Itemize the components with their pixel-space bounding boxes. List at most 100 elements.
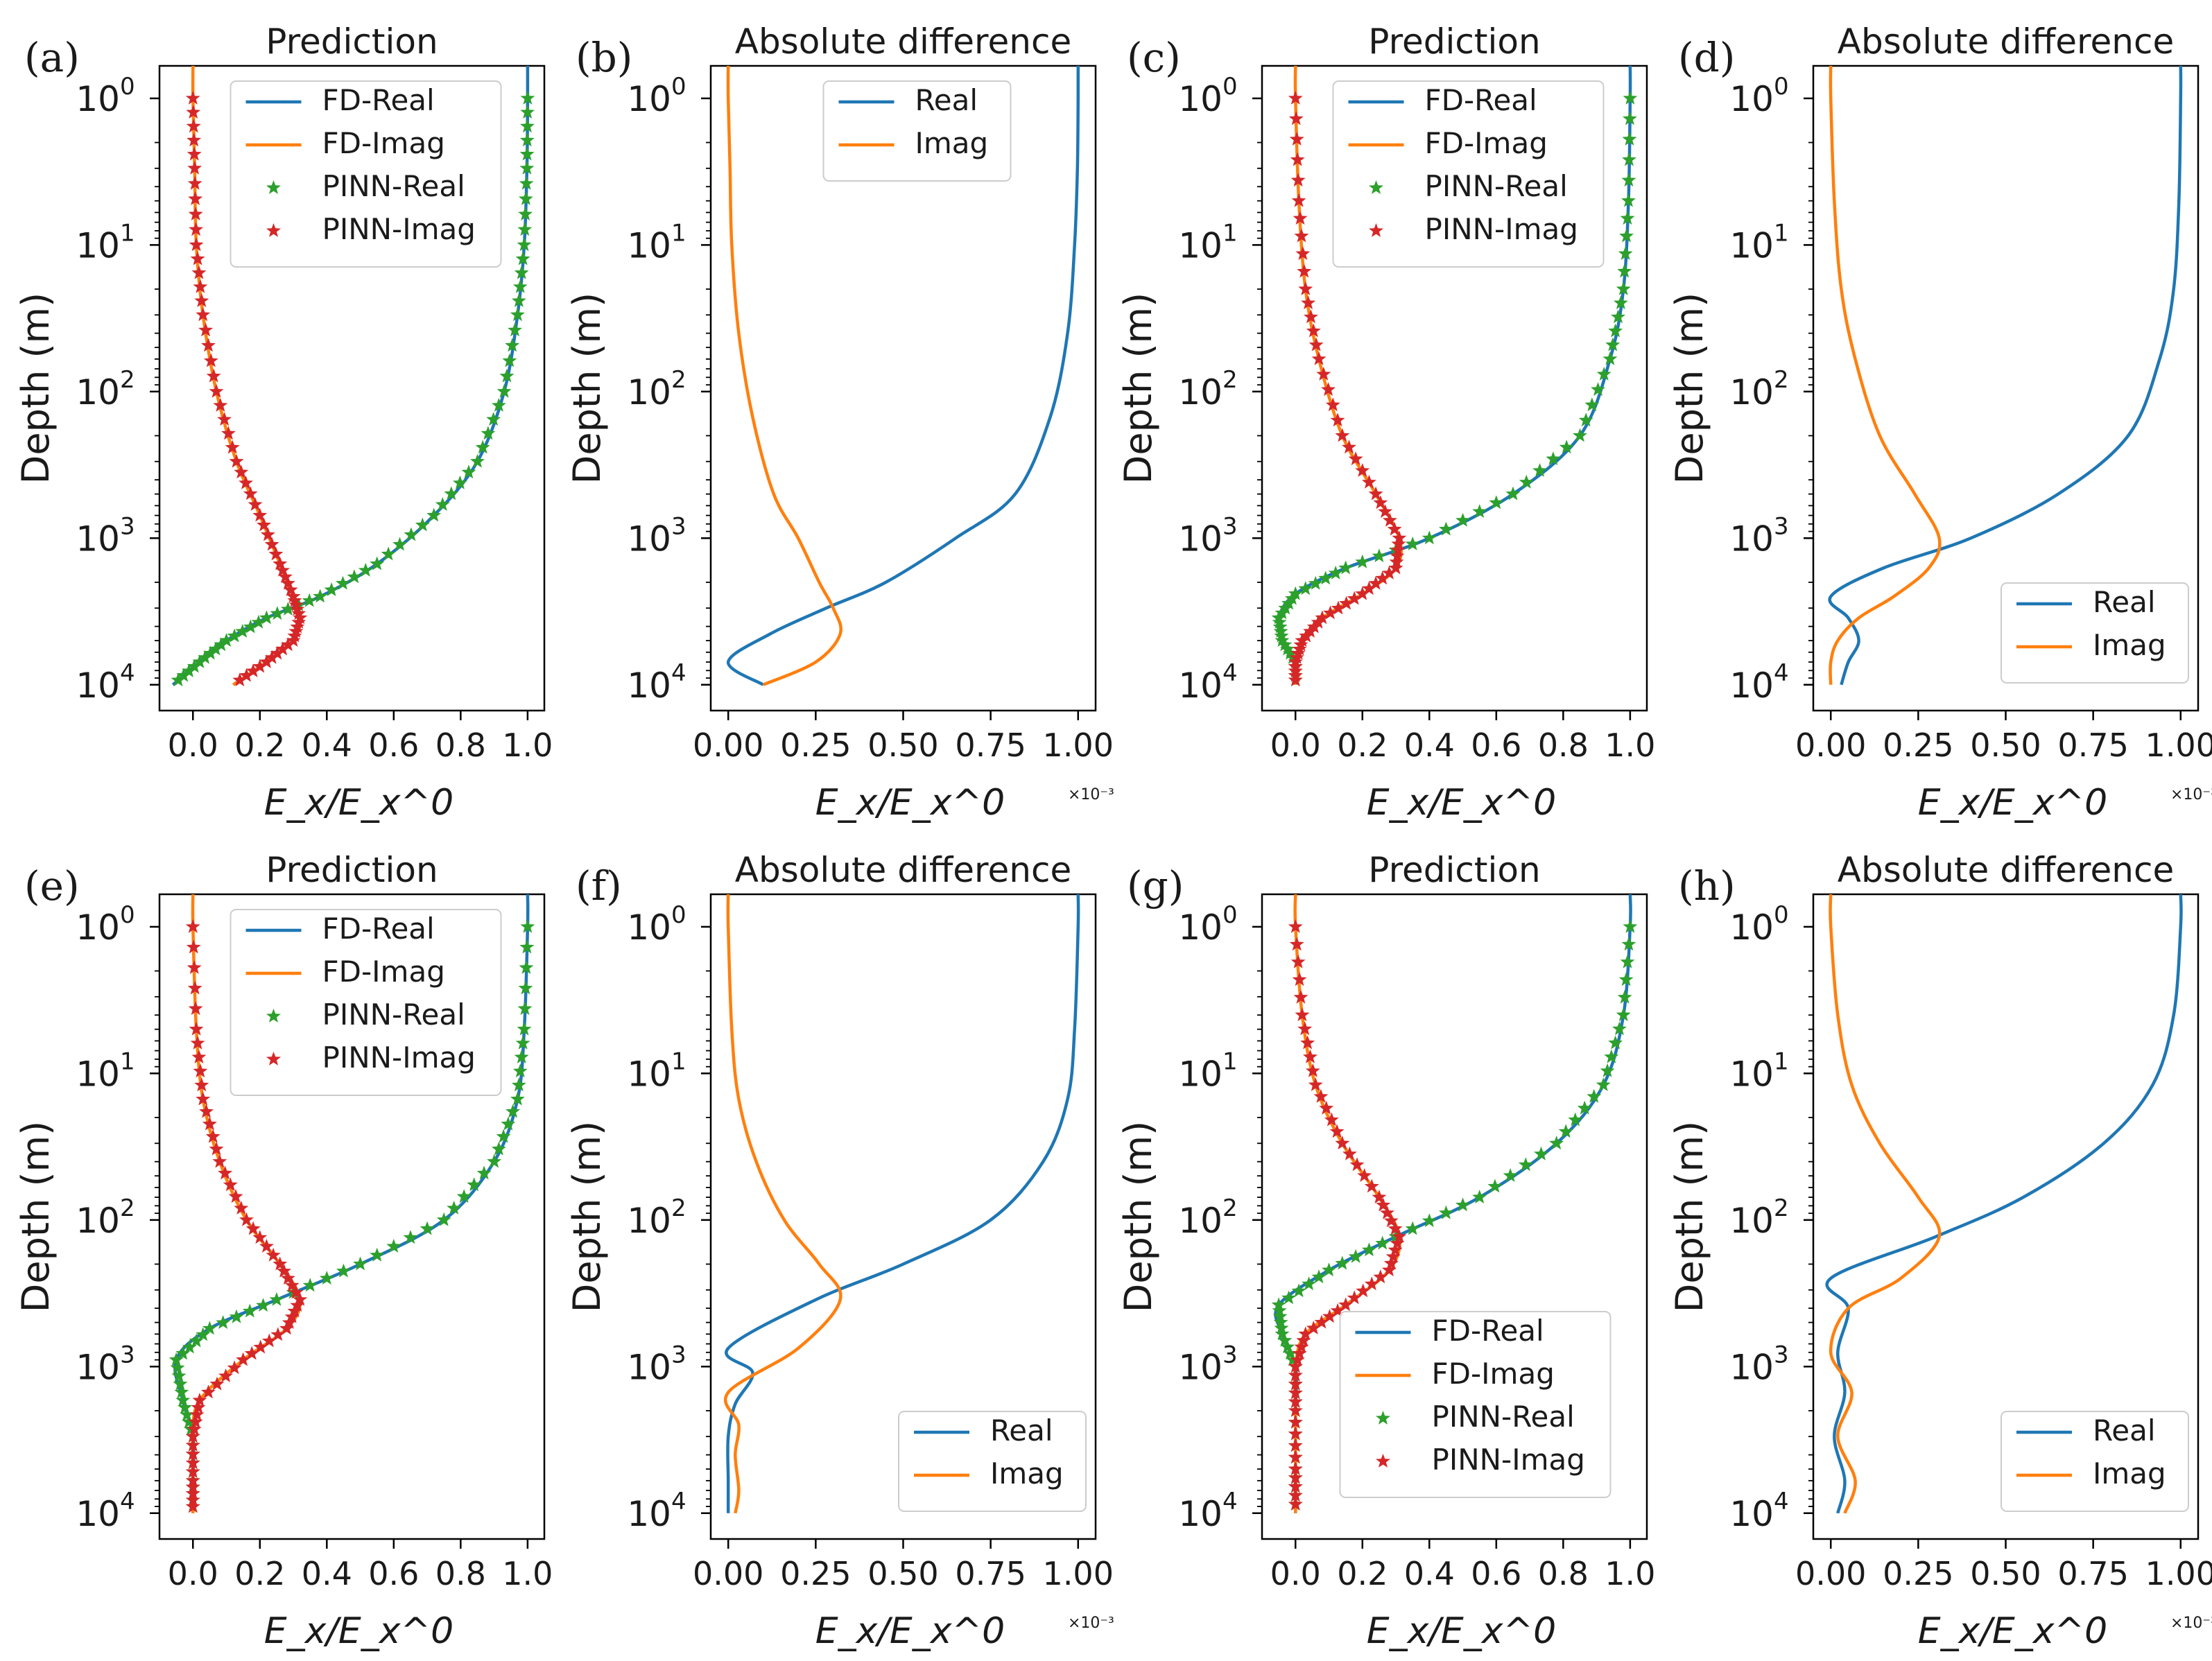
series-marker-pinn-imag: [1389, 554, 1404, 568]
series-marker-pinn-imag: [259, 654, 274, 668]
x-tick-label: 0.2: [1337, 727, 1388, 764]
y-tick-label: 101: [1178, 1047, 1237, 1094]
series-marker-pinn-imag: [1306, 323, 1321, 338]
series-marker-pinn-real: [1291, 1283, 1306, 1298]
series-marker-pinn-real: [216, 1315, 231, 1329]
x-tick-label: 0.6: [1471, 727, 1521, 764]
series-marker-pinn-imag: [1324, 1112, 1339, 1127]
series-marker-pinn-real: [518, 191, 533, 205]
y-tick-base: 10: [76, 666, 120, 706]
series-marker-pinn-imag: [264, 537, 279, 551]
y-tick-exponent: 2: [120, 1194, 135, 1222]
series-marker-pinn-imag: [1289, 132, 1304, 146]
y-tick-label: 101: [1729, 1047, 1788, 1094]
series-marker-pinn-real: [1519, 474, 1534, 489]
y-tick-label: 103: [1178, 512, 1237, 559]
series-marker-pinn-real: [481, 426, 496, 440]
series-marker-pinn-imag: [1311, 351, 1327, 365]
series-marker-pinn-imag: [185, 919, 200, 933]
series-marker-pinn-imag: [191, 1050, 207, 1063]
series-marker-pinn-imag: [1288, 1368, 1303, 1382]
series-marker-pinn-imag: [278, 569, 293, 584]
series-marker-pinn-real: [518, 980, 533, 995]
series-marker-pinn-imag: [1290, 645, 1306, 660]
series-marker-pinn-real: [187, 659, 202, 673]
y-axis-label: Depth (m): [1668, 1121, 1711, 1312]
y-tick-base: 10: [1178, 1201, 1222, 1241]
series-marker-pinn-imag: [199, 1104, 214, 1118]
series-marker-pinn-real: [1584, 397, 1600, 412]
series-marker-pinn-real: [1439, 521, 1453, 536]
series-marker-pinn-imag: [1368, 486, 1383, 501]
series-marker-pinn-real: [1608, 323, 1623, 338]
y-tick-label: 103: [627, 512, 686, 559]
y-tick-exponent: 4: [671, 659, 686, 687]
series-marker-pinn-real: [496, 1129, 511, 1143]
chart-title: Absolute difference: [1838, 850, 2174, 890]
series-marker-pinn-imag: [1305, 1063, 1320, 1077]
y-tick-base: 10: [76, 1347, 120, 1387]
series-marker-pinn-real: [420, 1221, 435, 1235]
y-tick-label: 102: [1729, 366, 1788, 412]
y-tick-label: 104: [627, 659, 686, 706]
x-tick-label: 0.25: [780, 727, 851, 764]
series-marker-pinn-real: [496, 383, 512, 398]
series-marker-pinn-imag: [239, 668, 254, 682]
series-marker-pinn-real: [1372, 548, 1387, 563]
series-marker-pinn-real: [1616, 281, 1631, 295]
y-tick-label: 102: [76, 1194, 135, 1241]
series-marker-pinn-real: [251, 614, 266, 629]
series-marker-pinn-imag: [185, 1429, 200, 1443]
legend-swatch-marker: [266, 223, 281, 237]
y-tick-exponent: 4: [671, 1488, 686, 1515]
series-marker-pinn-imag: [1288, 672, 1303, 687]
y-tick-label: 102: [1178, 366, 1237, 412]
x-tick-label: 0.4: [302, 1555, 352, 1592]
y-tick-label: 102: [627, 366, 686, 412]
series-marker-pinn-real: [180, 1407, 194, 1421]
series-marker-pinn-real: [1455, 512, 1470, 527]
series-marker-pinn-imag: [1382, 512, 1397, 527]
series-marker-pinn-imag: [185, 1437, 200, 1452]
series-marker-pinn-real: [227, 628, 242, 643]
series-marker-pinn-imag: [1290, 173, 1306, 187]
series-marker-pinn-imag: [1298, 1326, 1313, 1341]
series-marker-pinn-real: [1272, 1309, 1288, 1323]
series-marker-pinn-imag: [1383, 1213, 1399, 1228]
series-marker-pinn-real: [1602, 351, 1618, 365]
legend-swatch-marker: [266, 1009, 281, 1023]
series-marker-pinn-real: [517, 222, 533, 236]
series-marker-pinn-real: [519, 939, 535, 954]
y-tick-exponent: 3: [671, 512, 686, 540]
y-tick-base: 10: [627, 1347, 671, 1387]
series-marker-pinn-real: [370, 1247, 385, 1262]
y-tick-exponent: 4: [1774, 659, 1789, 687]
series-marker-pinn-imag: [245, 663, 261, 677]
series-marker-pinn-imag: [191, 1400, 206, 1414]
series-marker-pinn-imag: [201, 338, 216, 352]
series-marker-pinn-imag: [293, 610, 308, 625]
series-marker-pinn-imag: [252, 507, 268, 522]
series-marker-pinn-real: [520, 90, 535, 105]
y-tick-exponent: 2: [671, 366, 686, 394]
series-marker-pinn-real: [1375, 1235, 1390, 1250]
chart-title: Absolute difference: [1838, 21, 2174, 62]
series-marker-pinn-imag: [1291, 193, 1306, 207]
series-marker-pinn-real: [1611, 309, 1625, 324]
series-marker-pinn-real: [415, 517, 430, 532]
series-marker-pinn-real: [1532, 463, 1547, 477]
y-tick-exponent: 4: [120, 1488, 135, 1515]
y-tick-label: 104: [1178, 659, 1237, 706]
y-tick-base: 10: [76, 79, 120, 119]
series-marker-pinn-real: [1489, 495, 1504, 510]
series-marker-pinn-imag: [1288, 1414, 1303, 1429]
series-marker-pinn-real: [1277, 637, 1293, 652]
series-marker-pinn-imag: [1288, 1403, 1303, 1417]
series-marker-pinn-real: [1604, 1049, 1619, 1063]
series-marker-pinn-imag: [187, 175, 202, 190]
axes-frame: [158, 893, 546, 1540]
series-marker-pinn-imag: [287, 628, 302, 643]
series-marker-pinn-imag: [1290, 152, 1305, 166]
series-marker-pinn-imag: [1289, 937, 1304, 951]
